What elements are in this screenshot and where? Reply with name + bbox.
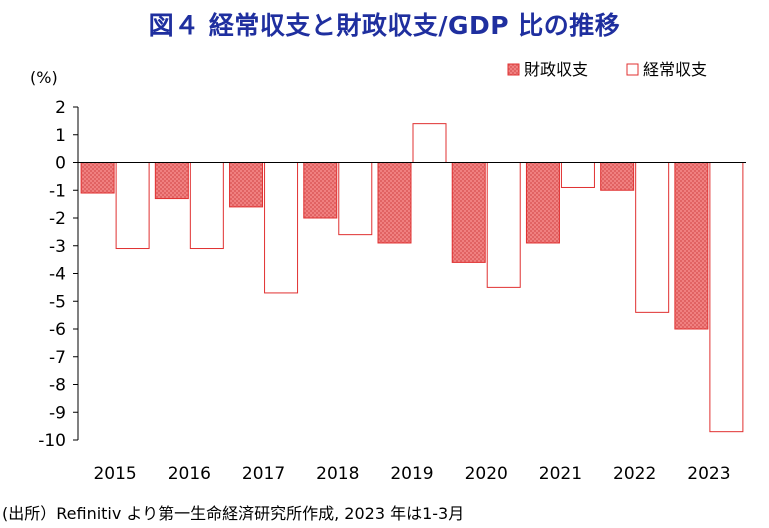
y-tick-label: 1 bbox=[55, 126, 66, 146]
bar-fiscal-balance bbox=[303, 162, 338, 219]
y-axis-unit-label: (%) bbox=[30, 68, 58, 87]
bar-current-account bbox=[264, 162, 299, 294]
y-tick-label: -5 bbox=[49, 292, 66, 312]
x-tick-label: 2022 bbox=[613, 464, 656, 484]
legend-label-fiscal: 財政収支 bbox=[524, 60, 588, 79]
x-tick-label: 2019 bbox=[390, 464, 433, 484]
x-tick-label: 2015 bbox=[93, 464, 136, 484]
y-tick-label: -10 bbox=[38, 431, 66, 451]
x-tick-label: 2020 bbox=[465, 464, 508, 484]
y-tick-label: -6 bbox=[49, 320, 66, 340]
bar-current-account bbox=[189, 162, 224, 250]
bar-fiscal-balance bbox=[154, 162, 189, 200]
bar-current-account bbox=[560, 162, 595, 188]
y-tick-label: -3 bbox=[49, 237, 66, 257]
y-tick-label: -4 bbox=[49, 265, 66, 285]
bar-fiscal-balance bbox=[525, 162, 560, 244]
bar-current-account bbox=[338, 162, 373, 236]
y-tick-label: 2 bbox=[55, 98, 66, 118]
legend-label-current: 経常収支 bbox=[643, 60, 707, 79]
x-tick-label: 2021 bbox=[539, 464, 582, 484]
y-tick-label: -9 bbox=[49, 403, 66, 423]
bar-current-account bbox=[486, 162, 521, 288]
x-tick-label: 2023 bbox=[687, 464, 730, 484]
bar-fiscal-balance bbox=[229, 162, 264, 208]
bar-current-account bbox=[412, 123, 447, 163]
y-tick-label: -1 bbox=[49, 181, 66, 201]
x-tick-label: 2016 bbox=[168, 464, 211, 484]
bar-fiscal-balance bbox=[451, 162, 486, 263]
bar-current-account bbox=[635, 162, 670, 313]
y-tick-label: -8 bbox=[49, 376, 66, 396]
legend-swatch-fiscal bbox=[507, 63, 520, 76]
y-tick-label: -2 bbox=[49, 209, 66, 229]
y-tick-label: 0 bbox=[55, 154, 66, 174]
legend: 財政収支 経常収支 bbox=[507, 60, 707, 79]
y-tick-label: -7 bbox=[49, 348, 66, 368]
x-tick-label: 2018 bbox=[316, 464, 359, 484]
axes-layer: 2 1 0 -1 -2 -3 -4 -5 -6 -7 -8 -9 -10 (%) 2015 2016 2017 2… bbox=[30, 68, 746, 484]
x-tick-label: 2017 bbox=[242, 464, 285, 484]
bar-fiscal-balance bbox=[377, 162, 412, 244]
bar-fiscal-balance bbox=[80, 162, 115, 194]
bar-current-account bbox=[115, 162, 150, 250]
bar-current-account bbox=[709, 162, 744, 433]
bar-fiscal-balance bbox=[674, 162, 709, 330]
bar-fiscal-balance bbox=[600, 162, 635, 191]
legend-swatch-current bbox=[626, 63, 639, 76]
source-note: (出所）Refinitiv より第一生命経済研究所作成, 2023 年は1-3月 bbox=[2, 504, 465, 523]
bars-layer bbox=[80, 123, 744, 433]
chart-title: 図４ 経常収支と財政収支/GDP 比の推移 bbox=[148, 11, 621, 40]
